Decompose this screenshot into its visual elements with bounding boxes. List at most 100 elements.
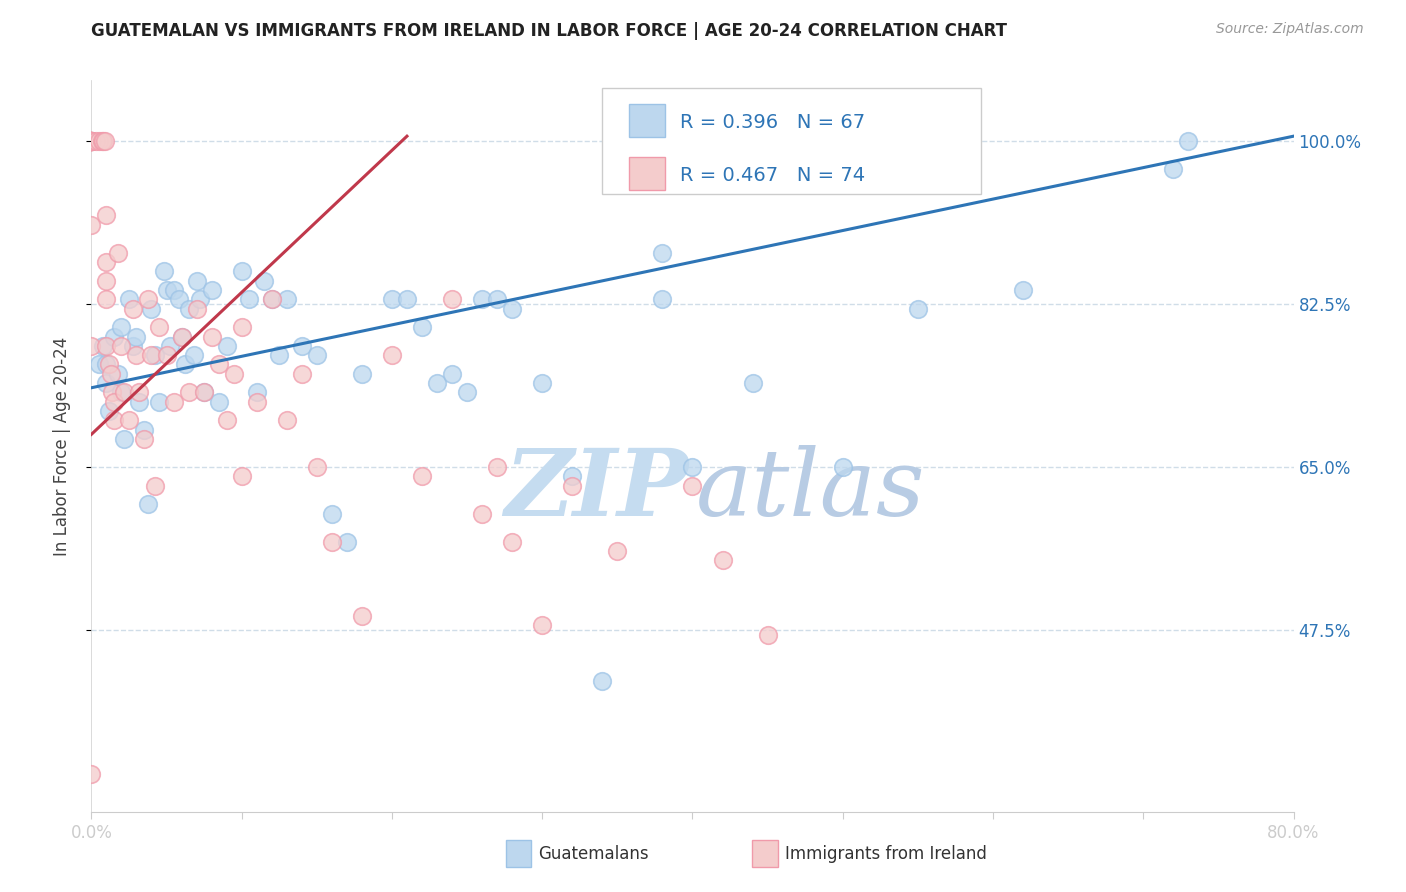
Point [87, 358, 110, 372]
Point [110, 320, 132, 334]
Point [183, 348, 205, 362]
Point [1177, 134, 1199, 148]
Point [681, 478, 703, 492]
Point [531, 376, 554, 390]
Point [80, 134, 103, 148]
Point [741, 376, 763, 390]
Point [114, 385, 136, 400]
Point [486, 292, 509, 306]
Point [681, 460, 703, 475]
Point [336, 534, 359, 549]
Point [486, 460, 509, 475]
Point [138, 497, 160, 511]
Point [141, 301, 163, 316]
Text: Immigrants from Ireland: Immigrants from Ireland [785, 845, 987, 863]
Point [651, 292, 673, 306]
Point [260, 292, 283, 306]
Point [107, 367, 129, 381]
Text: R = 0.467   N = 74: R = 0.467 N = 74 [681, 166, 866, 185]
Point [208, 358, 231, 372]
Point [305, 348, 328, 362]
Point [118, 292, 141, 306]
Point [110, 385, 132, 400]
Point [276, 292, 298, 306]
FancyBboxPatch shape [628, 157, 665, 190]
Point [321, 534, 343, 549]
Point [80, 134, 103, 148]
Point [132, 423, 155, 437]
Point [80, 134, 103, 148]
Point [98, 404, 121, 418]
Point [84, 134, 107, 148]
Point [253, 274, 276, 288]
Point [110, 339, 132, 353]
Point [159, 339, 181, 353]
Point [186, 274, 208, 288]
Point [128, 385, 150, 400]
Point [103, 413, 125, 427]
Point [305, 460, 328, 475]
Point [80, 134, 103, 148]
Point [231, 264, 253, 278]
Point [101, 385, 124, 400]
Point [381, 292, 404, 306]
Point [591, 674, 613, 689]
Point [501, 301, 523, 316]
Point [501, 534, 523, 549]
Point [186, 301, 208, 316]
Point [231, 320, 253, 334]
Point [350, 367, 373, 381]
Point [114, 432, 136, 446]
Point [96, 208, 118, 222]
Point [80, 134, 103, 148]
Point [80, 134, 103, 148]
Point [107, 245, 129, 260]
Point [152, 264, 174, 278]
Point [440, 292, 463, 306]
Point [411, 320, 433, 334]
Point [831, 460, 853, 475]
Point [231, 469, 253, 483]
Point [269, 348, 291, 362]
Point [651, 245, 673, 260]
Point [96, 255, 118, 269]
Point [80, 767, 103, 781]
Point [94, 134, 117, 148]
Point [201, 329, 224, 343]
Point [167, 292, 190, 306]
Point [246, 385, 269, 400]
Point [350, 609, 373, 624]
Point [1012, 283, 1035, 297]
Point [224, 367, 246, 381]
Point [173, 358, 195, 372]
Point [141, 348, 163, 362]
Point [90, 134, 112, 148]
Point [201, 283, 224, 297]
Point [148, 394, 170, 409]
Text: R = 0.396   N = 67: R = 0.396 N = 67 [681, 113, 866, 132]
Point [155, 348, 177, 362]
Point [80, 134, 103, 148]
Point [163, 394, 186, 409]
Point [96, 358, 118, 372]
Point [471, 507, 494, 521]
Point [276, 413, 298, 427]
Point [208, 394, 231, 409]
Point [103, 329, 125, 343]
Point [96, 274, 118, 288]
Point [1161, 161, 1184, 176]
Text: atlas: atlas [696, 445, 925, 535]
Point [96, 292, 118, 306]
FancyBboxPatch shape [602, 87, 981, 194]
Point [193, 385, 215, 400]
Point [561, 469, 583, 483]
Point [96, 339, 118, 353]
Point [260, 292, 283, 306]
Point [606, 544, 628, 558]
Point [155, 283, 177, 297]
Y-axis label: In Labor Force | Age 20-24: In Labor Force | Age 20-24 [52, 336, 70, 556]
Point [561, 478, 583, 492]
Point [215, 413, 238, 427]
FancyBboxPatch shape [628, 104, 665, 137]
Point [440, 367, 463, 381]
